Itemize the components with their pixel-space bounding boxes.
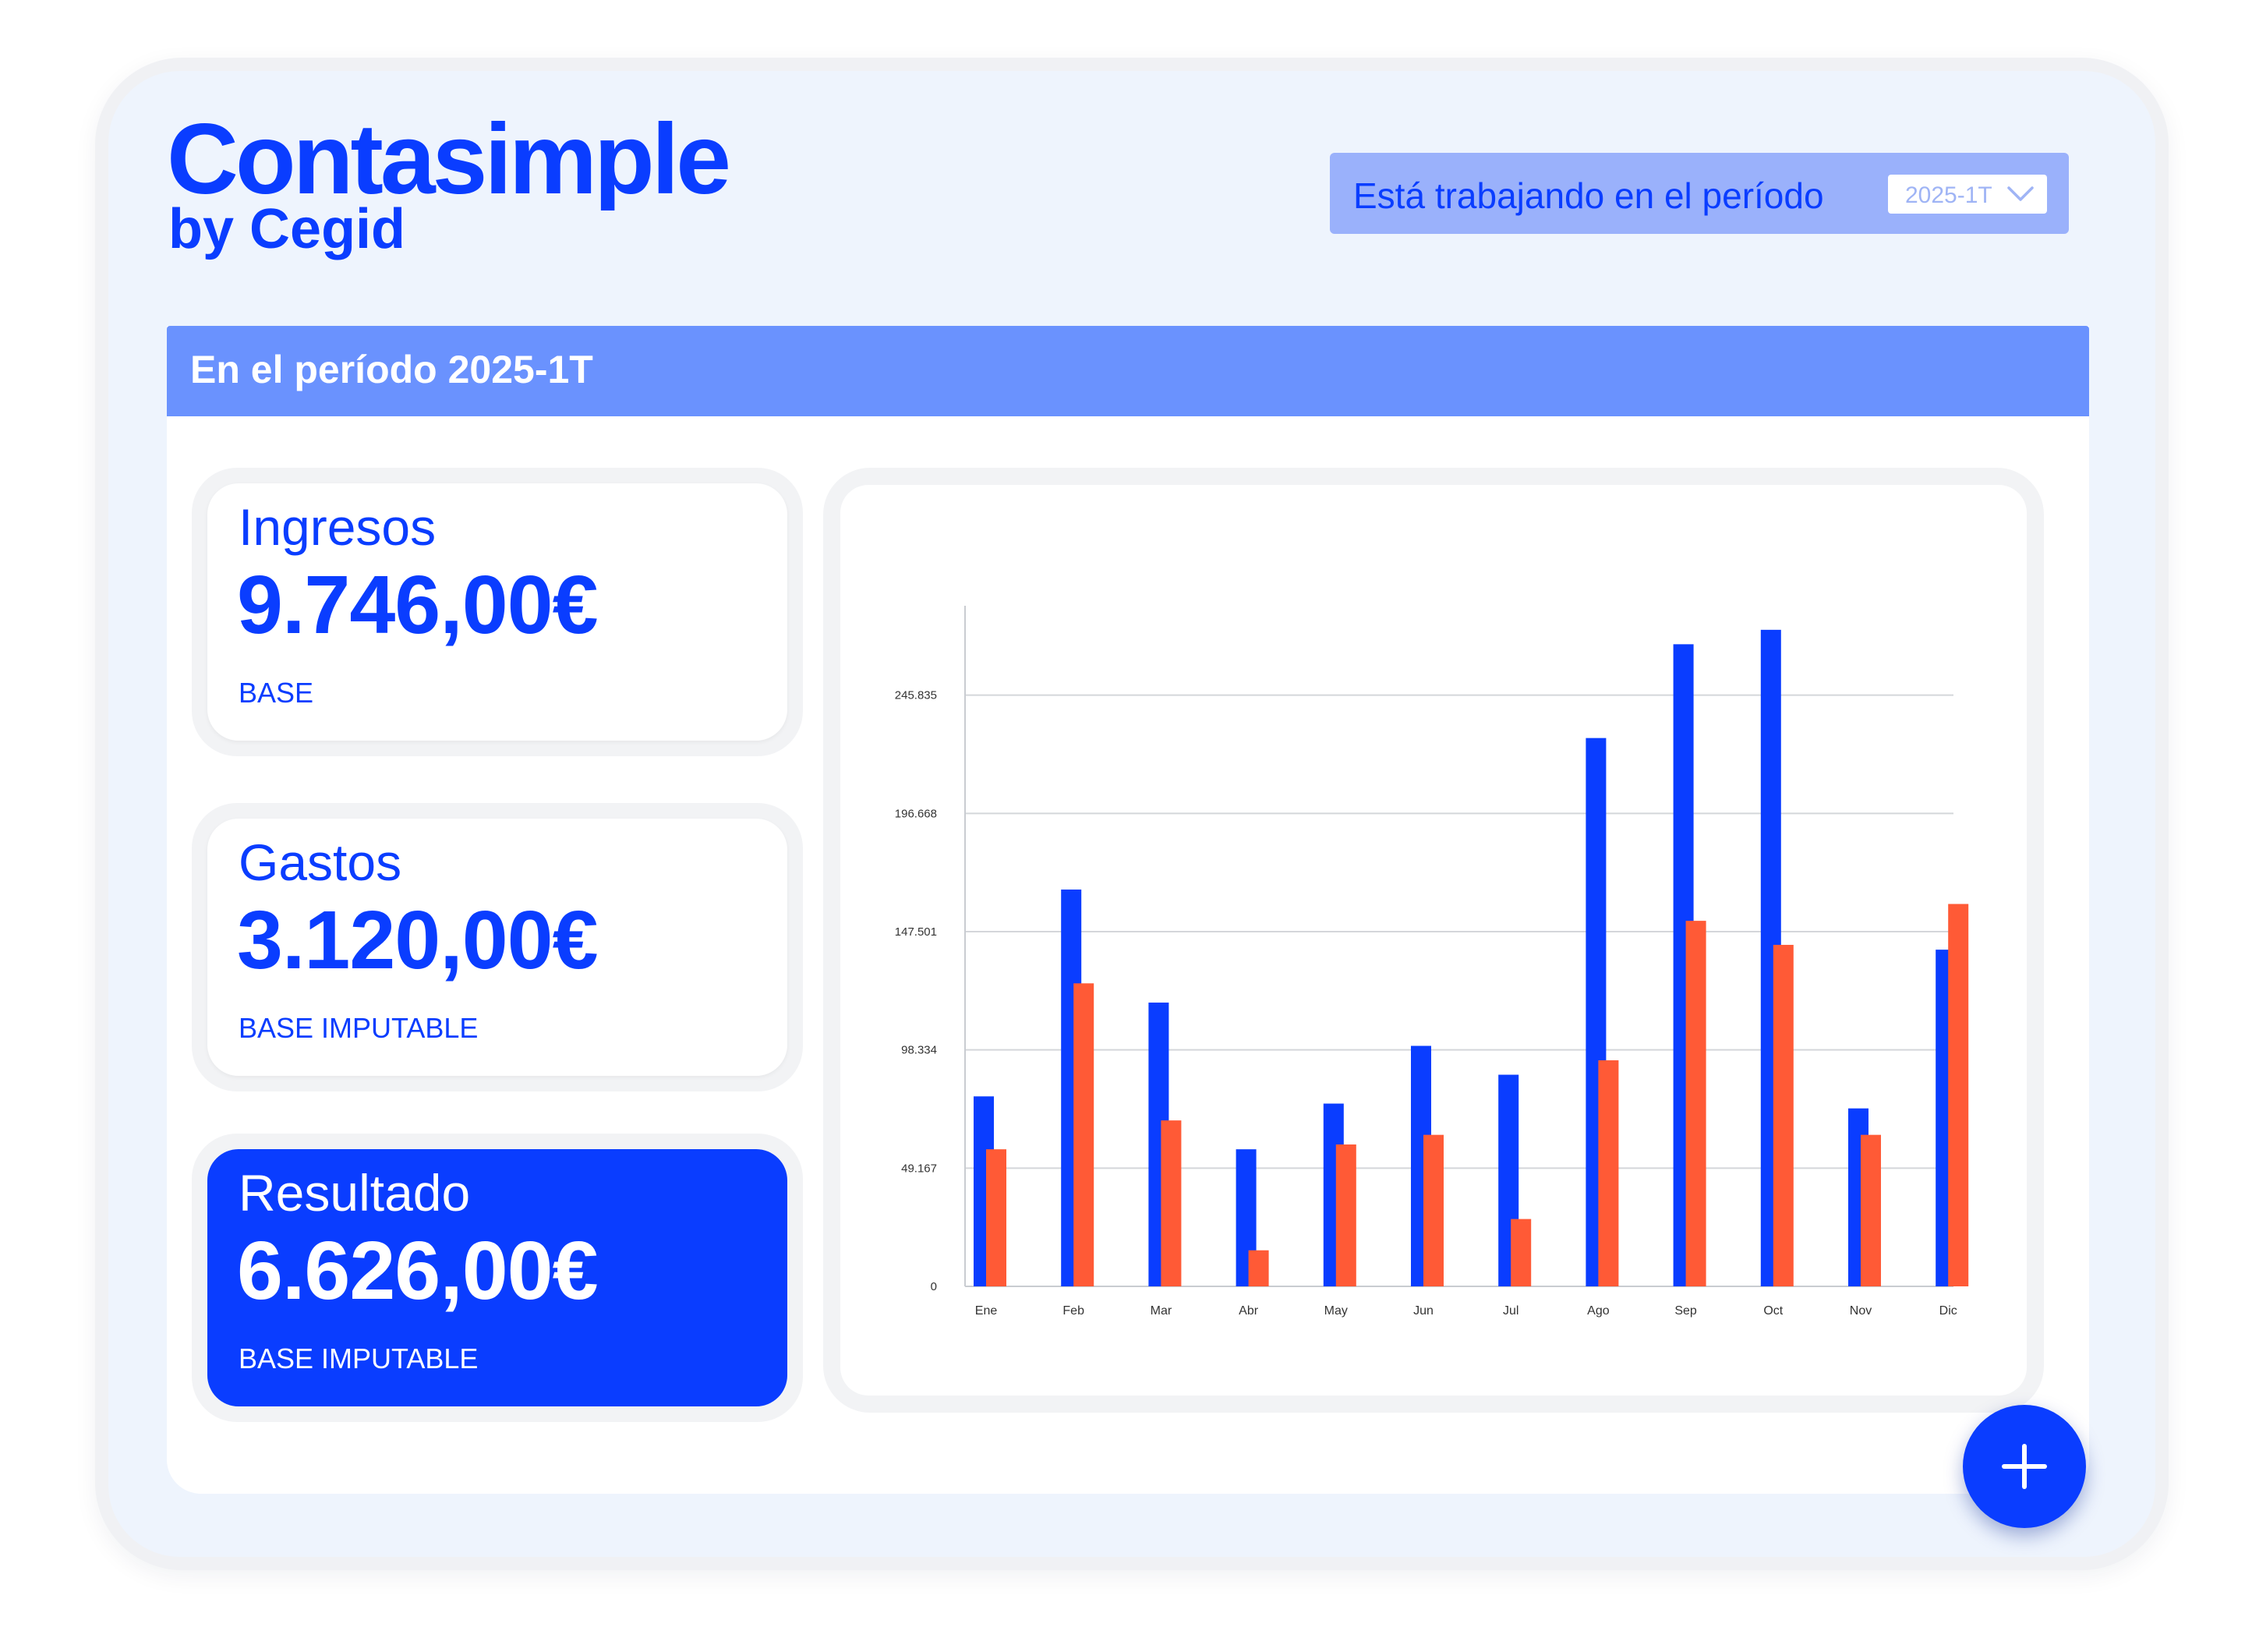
card-subtitle: BASE IMPUTABLE <box>239 1342 479 1374</box>
x-tick-label: Nov <box>1850 1304 1872 1318</box>
chart-frame: 0 49.167 98.334 147.501 196.668 245.835 Ene Feb… <box>823 468 2044 1413</box>
bar-series-2 <box>1511 1219 1532 1286</box>
card-title: Resultado <box>239 1164 471 1222</box>
result-card[interactable]: Resultado 6.626,00€ BASE IMPUTABLE <box>207 1149 787 1406</box>
y-tick-label: 196.668 <box>895 807 937 820</box>
result-card-frame: Resultado 6.626,00€ BASE IMPUTABLE <box>192 1134 803 1422</box>
x-tick-label: Feb <box>1062 1304 1084 1318</box>
bar-series-2 <box>1073 983 1094 1286</box>
x-tick-label: Sep <box>1674 1304 1697 1318</box>
y-tick-label: 49.167 <box>901 1162 937 1175</box>
bar-series-2 <box>986 1149 1006 1286</box>
logo-wordmark: Contasimple <box>167 117 731 210</box>
y-tick-label: 98.334 <box>901 1044 937 1057</box>
card-title: Ingresos <box>239 498 437 556</box>
monthly-bar-chart: 0 49.167 98.334 147.501 196.668 245.835 Ene Feb… <box>895 606 1969 1318</box>
bar-series-2 <box>1948 904 1969 1286</box>
card-amount: 3.120,00€ <box>237 894 599 986</box>
x-tick-label: Ene <box>975 1304 998 1318</box>
plus-icon <box>2002 1444 2047 1489</box>
x-tick-label: Jul <box>1503 1304 1518 1318</box>
expenses-card[interactable]: Gastos 3.120,00€ BASE IMPUTABLE <box>207 819 787 1076</box>
svg-text:Contasimple: Contasimple <box>167 117 728 210</box>
x-tick-label: Oct <box>1763 1304 1783 1318</box>
card-amount: 6.626,00€ <box>237 1225 599 1317</box>
x-tick-label: Mar <box>1151 1304 1172 1318</box>
chart-card: 0 49.167 98.334 147.501 196.668 245.835 Ene Feb… <box>840 485 2027 1396</box>
card-title: Gastos <box>239 833 402 891</box>
period-dropdown[interactable]: 2025-1T <box>1888 175 2047 214</box>
bar-series-2 <box>1773 944 1794 1286</box>
y-tick-label: 0 <box>931 1280 937 1293</box>
x-tick-label: Jun <box>1413 1304 1434 1318</box>
chevron-down-icon <box>2007 186 2034 201</box>
add-button[interactable] <box>1963 1405 2086 1528</box>
y-tick-label: 245.835 <box>895 689 937 702</box>
bar-series-2 <box>1335 1144 1356 1286</box>
income-card-frame: Ingresos 9.746,00€ BASE <box>192 468 803 756</box>
period-banner: En el período 2025-1T <box>167 326 2089 416</box>
income-card[interactable]: Ingresos 9.746,00€ BASE <box>207 483 787 741</box>
card-subtitle: BASE <box>239 677 314 709</box>
period-dropdown-value: 2025-1T <box>1905 182 1992 208</box>
logo-subtitle: by Cegid <box>168 198 406 260</box>
y-tick-label: 147.501 <box>895 925 937 939</box>
bar-series-2 <box>1161 1120 1182 1286</box>
card-amount: 9.746,00€ <box>237 559 599 651</box>
x-tick-label: May <box>1324 1304 1348 1318</box>
x-tick-label: Ago <box>1587 1304 1610 1318</box>
period-selector-label: Está trabajando en el período <box>1353 175 1824 216</box>
period-banner-title: En el período 2025-1T <box>190 348 593 391</box>
x-tick-label: Abr <box>1239 1304 1259 1318</box>
bar-series-2 <box>1861 1134 1881 1286</box>
bar-series-2 <box>1685 921 1706 1286</box>
bar-series-2 <box>1248 1250 1269 1286</box>
x-tick-label: Dic <box>1939 1304 1957 1318</box>
bar-series-2 <box>1598 1060 1619 1286</box>
card-subtitle: BASE IMPUTABLE <box>239 1012 479 1044</box>
expenses-card-frame: Gastos 3.120,00€ BASE IMPUTABLE <box>192 803 803 1091</box>
bar-series-2 <box>1423 1134 1444 1286</box>
period-selector: Está trabajando en el período 2025-1T <box>1330 153 2069 234</box>
